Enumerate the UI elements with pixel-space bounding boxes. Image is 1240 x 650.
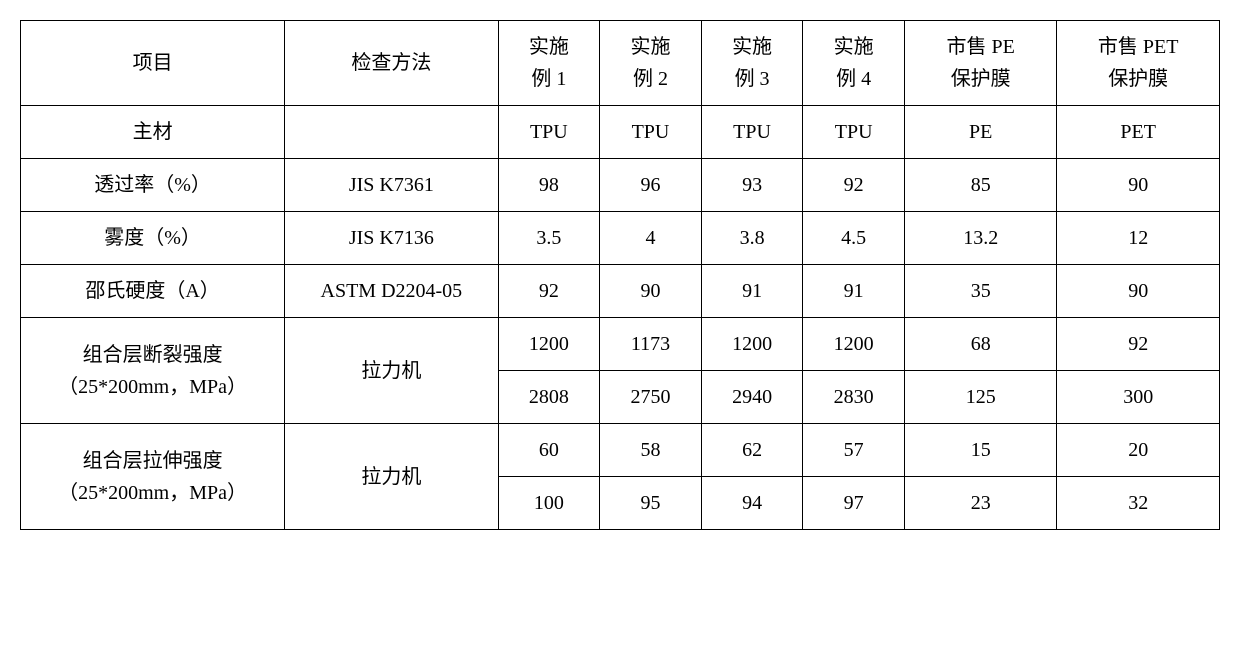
cell-value: 1200 [498,318,600,371]
cell-value: 2830 [803,371,905,424]
cell-value: 13.2 [904,212,1056,265]
cell-value: 68 [904,318,1056,371]
header-item: 项目 [21,21,285,106]
cell-value: 1200 [803,318,905,371]
table-row: 邵氏硬度（A） ASTM D2204-05 92 90 91 91 35 90 [21,265,1220,318]
row-method [285,106,498,159]
cell-value: 62 [701,424,803,477]
cell-value: 1173 [600,318,702,371]
cell-value: 3.5 [498,212,600,265]
cell-value: 4.5 [803,212,905,265]
cell-value: 15 [904,424,1056,477]
cell-value: 90 [600,265,702,318]
cell-value: 58 [600,424,702,477]
cell-value: 2940 [701,371,803,424]
cell-value: 90 [1057,159,1220,212]
table-row: 组合层断裂强度（25*200mm，MPa） 拉力机 1200 1173 1200… [21,318,1220,371]
cell-value: 60 [498,424,600,477]
table-row: 透过率（%） JIS K7361 98 96 93 92 85 90 [21,159,1220,212]
header-example-2: 实施例 2 [600,21,702,106]
cell-value: PE [904,106,1056,159]
header-method: 检查方法 [285,21,498,106]
cell-value: 95 [600,477,702,530]
header-example-1: 实施例 1 [498,21,600,106]
row-method: JIS K7136 [285,212,498,265]
cell-value: 90 [1057,265,1220,318]
cell-value: 91 [701,265,803,318]
row-label: 雾度（%） [21,212,285,265]
cell-value: TPU [600,106,702,159]
header-example-4: 实施例 4 [803,21,905,106]
cell-value: 4 [600,212,702,265]
row-label: 组合层拉伸强度（25*200mm，MPa） [21,424,285,530]
row-label: 邵氏硬度（A） [21,265,285,318]
cell-value: 98 [498,159,600,212]
cell-value: 92 [803,159,905,212]
cell-value: 1200 [701,318,803,371]
row-method: 拉力机 [285,424,498,530]
row-label: 透过率（%） [21,159,285,212]
header-pet-film: 市售 PET保护膜 [1057,21,1220,106]
properties-table: 项目 检查方法 实施例 1 实施例 2 实施例 3 实施例 4 市售 PE保护膜… [20,20,1220,530]
cell-value: 97 [803,477,905,530]
cell-value: 93 [701,159,803,212]
cell-value: PET [1057,106,1220,159]
row-method: ASTM D2204-05 [285,265,498,318]
row-method: 拉力机 [285,318,498,424]
cell-value: TPU [498,106,600,159]
cell-value: 91 [803,265,905,318]
header-pe-film: 市售 PE保护膜 [904,21,1056,106]
cell-value: 96 [600,159,702,212]
cell-value: 20 [1057,424,1220,477]
cell-value: 35 [904,265,1056,318]
header-example-3: 实施例 3 [701,21,803,106]
row-label: 主材 [21,106,285,159]
cell-value: 85 [904,159,1056,212]
cell-value: 57 [803,424,905,477]
table-row: 组合层拉伸强度（25*200mm，MPa） 拉力机 60 58 62 57 15… [21,424,1220,477]
cell-value: 3.8 [701,212,803,265]
cell-value: TPU [701,106,803,159]
cell-value: 2750 [600,371,702,424]
cell-value: 92 [498,265,600,318]
cell-value: 32 [1057,477,1220,530]
cell-value: 100 [498,477,600,530]
cell-value: 92 [1057,318,1220,371]
cell-value: 12 [1057,212,1220,265]
table-header-row: 项目 检查方法 实施例 1 实施例 2 实施例 3 实施例 4 市售 PE保护膜… [21,21,1220,106]
cell-value: 2808 [498,371,600,424]
table-row: 雾度（%） JIS K7136 3.5 4 3.8 4.5 13.2 12 [21,212,1220,265]
cell-value: 300 [1057,371,1220,424]
row-label: 组合层断裂强度（25*200mm，MPa） [21,318,285,424]
cell-value: 94 [701,477,803,530]
cell-value: 23 [904,477,1056,530]
row-method: JIS K7361 [285,159,498,212]
cell-value: 125 [904,371,1056,424]
table-row: 主材 TPU TPU TPU TPU PE PET [21,106,1220,159]
cell-value: TPU [803,106,905,159]
